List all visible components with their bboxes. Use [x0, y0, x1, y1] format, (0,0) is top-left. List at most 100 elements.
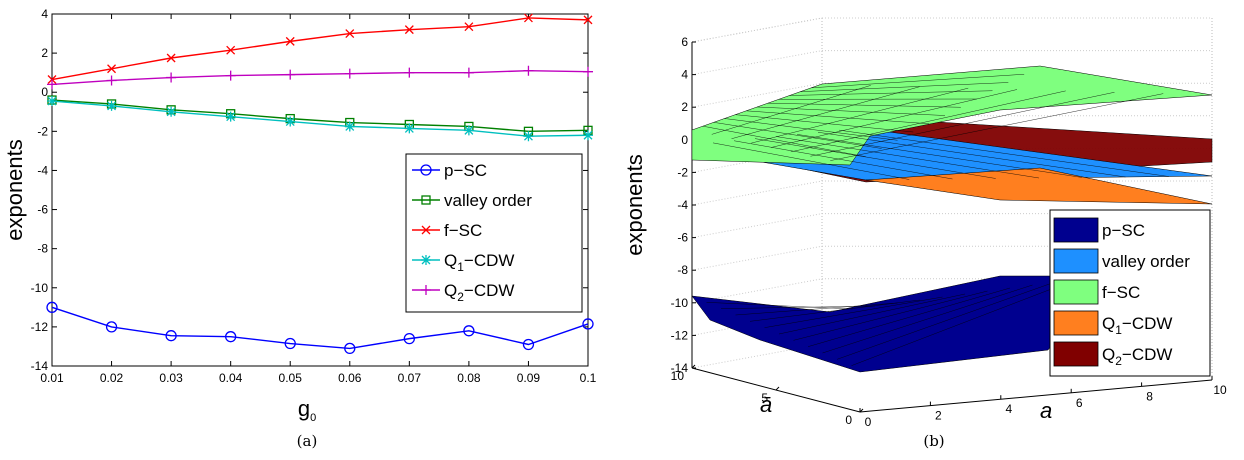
mesh-line	[822, 284, 1033, 354]
data-point	[166, 53, 176, 63]
data-point	[165, 330, 177, 342]
mesh-line	[754, 138, 996, 179]
legend-label: p−SC	[1102, 221, 1145, 240]
data-point	[284, 337, 296, 350]
y-tick-label: 2	[41, 46, 48, 60]
data-point	[463, 125, 474, 136]
y-axis-ticks-a: 4 2 0 -2 -4 -6 -8 -10 -12 -14	[31, 7, 588, 373]
y-tick-label: -4	[37, 163, 48, 177]
legend-label: Q2−CDW	[1102, 345, 1172, 368]
mesh-line	[751, 87, 969, 144]
mesh-line	[712, 142, 910, 180]
mesh-line	[793, 290, 988, 341]
z-tick-label: -6	[677, 231, 688, 245]
caption-a: (a)	[297, 432, 318, 450]
y-tick-label: -10	[31, 281, 49, 295]
y-tick-mark	[691, 364, 696, 369]
z-axis-ticks-b: 6 4 2 0 -2 -4 -6 -8 -10 -12 -14	[671, 35, 696, 375]
legend-marker	[420, 164, 432, 176]
mesh-line	[838, 129, 1169, 177]
panel-a-line-chart: 420-2-4-6-8-10-12-14 0.01 0.02 0.03 0.04 0.0…	[2, 7, 597, 450]
legend-a: p−SC valley order f−SC Q1−CDW Q2−CDW	[405, 153, 583, 313]
legend-marker	[421, 195, 431, 205]
mesh-line	[810, 92, 1115, 157]
surfaces-b	[691, 65, 1213, 373]
x-tick-label: 0.07	[398, 371, 422, 385]
data-point	[225, 70, 236, 81]
data-point	[522, 338, 535, 351]
mesh-line	[851, 278, 1078, 366]
legend-label: Q1−CDW	[1102, 314, 1172, 337]
x-axis-label-a: g0	[298, 396, 316, 424]
x-tick-label: 4	[1005, 402, 1012, 416]
z-tick-label: -8	[677, 263, 688, 277]
x-tick-label: 6	[1076, 396, 1083, 410]
data-point	[464, 22, 474, 32]
mesh-line	[775, 136, 1040, 179]
y-tick-label: -6	[37, 203, 48, 217]
data-point	[105, 321, 118, 333]
mesh-line	[790, 90, 1066, 153]
data-point	[523, 65, 534, 76]
y-axis-label-a: exponents	[2, 139, 27, 241]
legend-swatch	[1053, 248, 1099, 274]
surface-mesh-lines	[702, 74, 1169, 366]
mesh-line	[789, 90, 993, 96]
y-tick-label: 0	[845, 413, 852, 427]
legend-label: valley order	[1102, 252, 1190, 271]
data-point	[582, 318, 594, 330]
y-tick-label: 4	[41, 7, 48, 21]
legend-marker	[421, 255, 431, 265]
mesh-line	[770, 89, 1018, 148]
series-line	[51, 100, 589, 137]
z-tick-label: 2	[681, 100, 688, 114]
x-axis-ticks-b: 0 2 4 6 8 10	[859, 376, 1227, 429]
data-point	[345, 29, 355, 39]
y-tick-label: 10	[671, 369, 685, 383]
data-point	[344, 342, 356, 355]
x-tick-label: 0.01	[40, 371, 64, 385]
data-point	[47, 79, 57, 90]
legend-swatch	[1053, 341, 1099, 367]
mesh-line	[796, 134, 1083, 178]
mesh-line	[702, 125, 866, 157]
data-point	[523, 131, 534, 142]
mesh-line	[811, 74, 1025, 89]
data-point	[107, 64, 117, 74]
x-tick-label: 0.09	[517, 371, 541, 385]
data-point	[166, 106, 177, 117]
data-point	[285, 69, 296, 80]
mesh-line	[724, 118, 898, 141]
surface-q1-cdw	[865, 167, 1213, 205]
mesh-line	[807, 287, 1011, 347]
data-point	[344, 68, 355, 79]
x-tick-label: 0.08	[457, 371, 481, 385]
z-grid-line-side	[691, 213, 823, 239]
mesh-line	[706, 302, 853, 310]
z-grid-line-side	[691, 343, 823, 369]
legend-label: f−SC	[444, 221, 482, 240]
x-tick-label: 0.02	[100, 371, 124, 385]
z-tick-label: 4	[681, 68, 688, 82]
data-point	[106, 100, 117, 111]
caption-b: (b)	[923, 432, 944, 450]
series-2	[47, 13, 593, 84]
z-tick-label: 6	[681, 35, 688, 49]
series-3	[47, 96, 593, 142]
data-point	[523, 13, 533, 23]
legend-box-a	[405, 153, 583, 313]
x-tick-label: 0.04	[219, 371, 243, 385]
series-4	[47, 65, 593, 90]
legend-label: p−SC	[444, 161, 487, 180]
z-grid-line-side	[691, 17, 823, 43]
mesh-line	[830, 93, 1164, 161]
z-grid-line-side	[691, 50, 823, 76]
legend-marker	[421, 225, 431, 235]
x-tick-label: 0.06	[338, 371, 362, 385]
x-axis-label-b: a	[1040, 398, 1052, 423]
legend-swatch	[1053, 279, 1099, 305]
z-tick-label: -4	[677, 198, 688, 212]
z-tick-label: -12	[671, 328, 689, 342]
panel-b-surface-chart: 6 4 2 0 -2 -4 -6 -8 -10 -12 -14 0 2 4 6 8 10 10 5 0 expon…	[622, 17, 1227, 450]
z-grid-line-side	[691, 278, 823, 304]
